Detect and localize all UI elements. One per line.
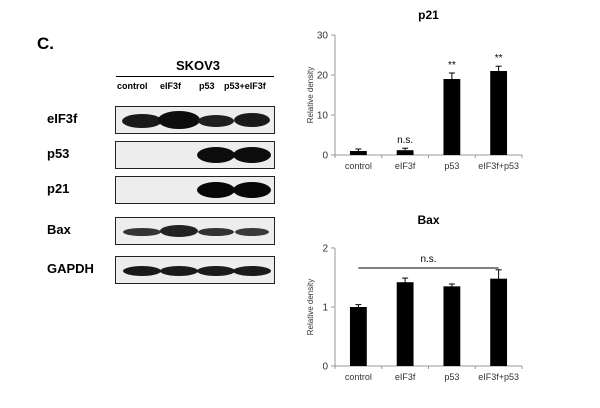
panel-letter: C. [37, 34, 54, 53]
header-divider [116, 76, 274, 77]
band-p53-p53 [197, 147, 235, 163]
p21-bar-3 [490, 71, 508, 155]
p21-ytick-label: 0 [322, 151, 328, 162]
bax-xtick-label-0: control [345, 372, 372, 382]
p21-bar-2 [443, 79, 461, 155]
p21-ytick-label: 10 [317, 111, 329, 122]
bax-ytick-label: 2 [322, 244, 328, 255]
lane-label-eif3f: eIF3f [160, 81, 182, 91]
band-eif3f-control [122, 114, 162, 128]
bax-xtick-label-1: eIF3f [395, 372, 416, 382]
blot-row-p21 [115, 176, 275, 204]
lane-label-p53-eif3f: p53+eIF3f [224, 81, 266, 91]
blot-bands-p21 [197, 182, 271, 198]
bax-bar-0 [349, 307, 367, 366]
bax-bar-2 [443, 286, 461, 366]
band-eif3f-p53-eif3f [234, 113, 270, 127]
blot-bands-p53 [197, 147, 271, 163]
blot-row-bax [115, 217, 275, 245]
blot-label-bax: Bax [47, 222, 71, 237]
p21-ytick-label: 20 [317, 71, 329, 82]
band-gapdh-p53 [197, 266, 235, 276]
blot-row-p53 [115, 141, 275, 169]
p21-annotation-1: n.s. [397, 135, 413, 146]
band-bax-control [123, 228, 161, 236]
bax-ylabel: Relative density [306, 279, 315, 335]
p21-annotation-2: ** [448, 60, 456, 71]
blot-bands-bax [123, 225, 269, 237]
blot-row-gapdh [115, 256, 275, 284]
band-p21-p53-eif3f [233, 182, 271, 198]
band-gapdh-p53-eif3f [233, 266, 271, 276]
band-bax-eif3f [160, 225, 198, 237]
blot-bands-eif3f [122, 111, 270, 129]
band-p53-p53-eif3f [233, 147, 271, 163]
band-eif3f-eif3f [158, 111, 200, 129]
p21-xtick-label-3: eIF3f+p53 [478, 161, 519, 171]
p21-annotation-3: ** [495, 53, 503, 64]
band-bax-p53-eif3f [235, 228, 269, 236]
p21-xtick-label-0: control [345, 161, 372, 171]
p21-xtick-label-1: eIF3f [395, 161, 416, 171]
bax-bracket-label: n.s. [420, 254, 436, 265]
p21-title: p21 [418, 8, 439, 22]
bax-xtick-label-2: p53 [444, 372, 459, 382]
blot-bands-gapdh [123, 266, 271, 276]
bax-title: Bax [417, 213, 439, 227]
blot-label-p53: p53 [47, 146, 70, 161]
band-bax-p53 [198, 228, 234, 236]
p21-ylabel: Relative density [306, 67, 315, 123]
bax-xtick-label-3: eIF3f+p53 [478, 372, 519, 382]
p21-ytick-label: 30 [317, 31, 329, 42]
band-gapdh-control [123, 266, 161, 276]
blot-label-eif3f: eIF3f [47, 111, 78, 126]
cell-line-label: SKOV3 [175, 58, 221, 73]
bax-bar-3 [490, 278, 508, 366]
lane-label-control: control [117, 81, 148, 91]
blot-row-eif3f [115, 106, 275, 134]
blot-label-gapdh: GAPDH [47, 261, 94, 276]
band-eif3f-p53 [198, 115, 234, 127]
bax-bar-1 [396, 282, 414, 366]
band-p21-p53 [197, 182, 235, 198]
bax-ytick-label: 0 [322, 362, 328, 373]
blot-label-p21: p21 [47, 181, 70, 196]
bax-ytick-label: 1 [322, 303, 328, 314]
p21-xtick-label-2: p53 [444, 161, 459, 171]
lane-label-p53: p53 [199, 81, 215, 91]
band-gapdh-eif3f [160, 266, 198, 276]
